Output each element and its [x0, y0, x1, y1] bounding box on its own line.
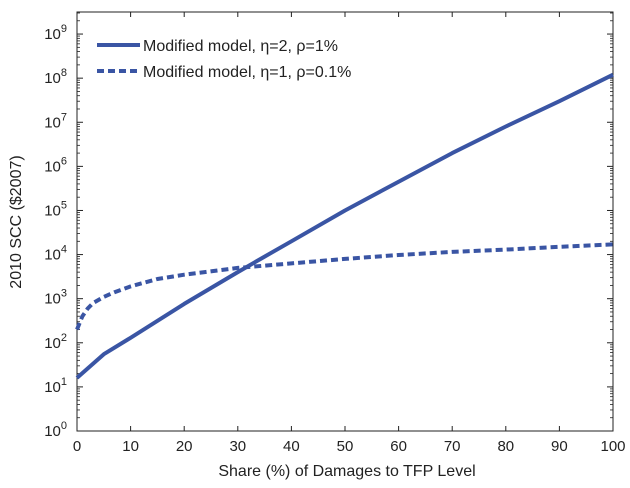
x-axis-label: Share (%) of Damages to TFP Level: [218, 463, 475, 480]
x-tick-label: 100: [600, 438, 625, 455]
y-axis-ticks: 100 101 102 103 104 105 106 107 108 109: [44, 12, 613, 440]
y-tick-label: 102: [44, 332, 67, 352]
y-tick-label: 106: [44, 155, 67, 175]
y-tick-label: 101: [44, 376, 67, 396]
x-tick-label: 60: [390, 438, 407, 455]
x-tick-label: 0: [73, 438, 81, 455]
x-tick-label: 40: [283, 438, 300, 455]
x-tick-label: 20: [176, 438, 193, 455]
x-tick-label: 80: [497, 438, 514, 455]
x-tick-label: 30: [229, 438, 246, 455]
x-axis-ticks: 0 10 20 30 40 50 60 70 80 90 100: [73, 12, 626, 455]
y-axis-label: 2010 SCC ($2007): [8, 155, 25, 288]
x-tick-label: 10: [122, 438, 139, 455]
y-tick-label: 105: [44, 199, 67, 219]
legend-label-2: Modified model, η=1, ρ=0.1%: [143, 64, 351, 81]
legend-label-1: Modified model, η=2, ρ=1%: [143, 38, 338, 55]
series-line-1: [75, 72, 614, 380]
x-tick-label: 90: [551, 438, 568, 455]
x-tick-label: 70: [444, 438, 461, 455]
legend: Modified model, η=2, ρ=1% Modified model,…: [97, 38, 351, 81]
x-tick-label: 50: [337, 438, 354, 455]
series-line-2: [75, 242, 614, 331]
y-tick-label: 107: [44, 111, 67, 131]
y-tick-label: 108: [44, 67, 67, 87]
series-group: [75, 72, 614, 380]
y-tick-label: 104: [44, 244, 67, 264]
y-tick-label: 103: [44, 288, 67, 308]
y-tick-label: 100: [44, 420, 67, 440]
y-tick-label: 109: [44, 23, 67, 43]
